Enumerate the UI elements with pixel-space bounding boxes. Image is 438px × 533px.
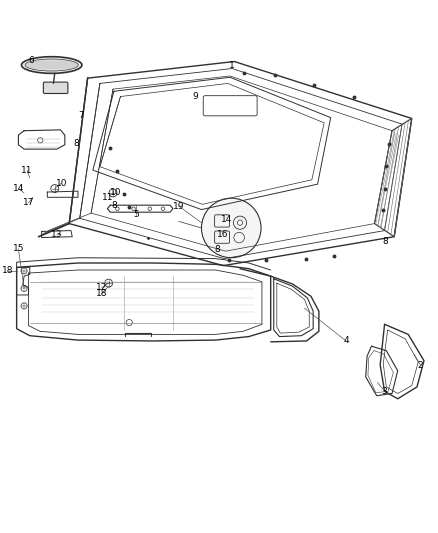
Text: 16: 16 [217,230,228,239]
Text: 10: 10 [110,189,122,197]
Ellipse shape [21,56,82,74]
Ellipse shape [25,59,78,71]
Text: 17: 17 [23,198,34,207]
FancyBboxPatch shape [43,82,68,93]
Text: 5: 5 [133,211,139,219]
Text: 10: 10 [56,179,67,188]
Text: 11: 11 [21,166,33,175]
Text: 14: 14 [13,184,24,193]
Text: 19: 19 [173,201,184,211]
Text: 18: 18 [2,266,14,276]
Text: 12: 12 [96,283,107,292]
Text: 1: 1 [229,61,235,69]
Text: 15: 15 [13,245,24,254]
Text: 8: 8 [74,139,80,148]
Text: 13: 13 [51,230,63,239]
Circle shape [201,198,261,258]
Text: 3: 3 [381,387,388,396]
Text: 18: 18 [96,289,107,298]
Text: 8: 8 [214,245,220,254]
Text: 11: 11 [102,193,113,202]
Text: 14: 14 [221,215,233,224]
Text: 6: 6 [28,56,35,65]
Text: 7: 7 [78,111,84,120]
Text: 2: 2 [418,360,423,369]
Text: 4: 4 [343,336,349,345]
Text: 9: 9 [192,92,198,101]
Text: 8: 8 [382,237,389,246]
Text: 8: 8 [111,201,117,209]
